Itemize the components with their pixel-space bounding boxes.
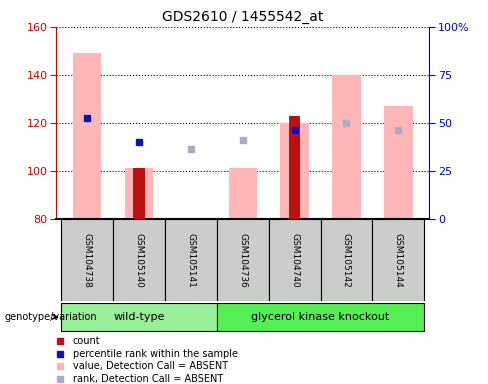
Bar (113, 219, 165, 301)
Title: GDS2610 / 1455542_at: GDS2610 / 1455542_at (162, 10, 324, 25)
Text: GSM104738: GSM104738 (83, 233, 92, 288)
Bar (269, 219, 321, 301)
Bar (165, 219, 217, 301)
Text: value, Detection Call = ABSENT: value, Detection Call = ABSENT (73, 361, 228, 371)
Bar (217, 219, 269, 301)
Text: count: count (73, 336, 101, 346)
Text: wild-type: wild-type (113, 312, 165, 322)
Bar (61, 303, 217, 331)
Text: glycerol kinase knockout: glycerol kinase knockout (251, 312, 390, 322)
Bar (372, 219, 424, 301)
Bar (73, 53, 102, 219)
Bar (321, 219, 372, 301)
Text: rank, Detection Call = ABSENT: rank, Detection Call = ABSENT (73, 374, 223, 384)
Text: GSM104740: GSM104740 (290, 233, 299, 288)
Text: GSM105140: GSM105140 (135, 233, 143, 288)
Bar (289, 116, 300, 219)
Bar (332, 75, 361, 219)
Text: GSM105142: GSM105142 (342, 233, 351, 288)
Text: percentile rank within the sample: percentile rank within the sample (73, 349, 238, 359)
Bar (281, 123, 309, 219)
Bar (217, 303, 424, 331)
Bar (125, 169, 153, 219)
Bar (133, 169, 145, 219)
Text: GSM105144: GSM105144 (394, 233, 403, 288)
Bar (384, 106, 412, 219)
Text: GSM104736: GSM104736 (238, 233, 247, 288)
Bar (61, 219, 113, 301)
Text: genotype/variation: genotype/variation (5, 312, 98, 322)
Bar (228, 169, 257, 219)
Text: GSM105141: GSM105141 (186, 233, 195, 288)
